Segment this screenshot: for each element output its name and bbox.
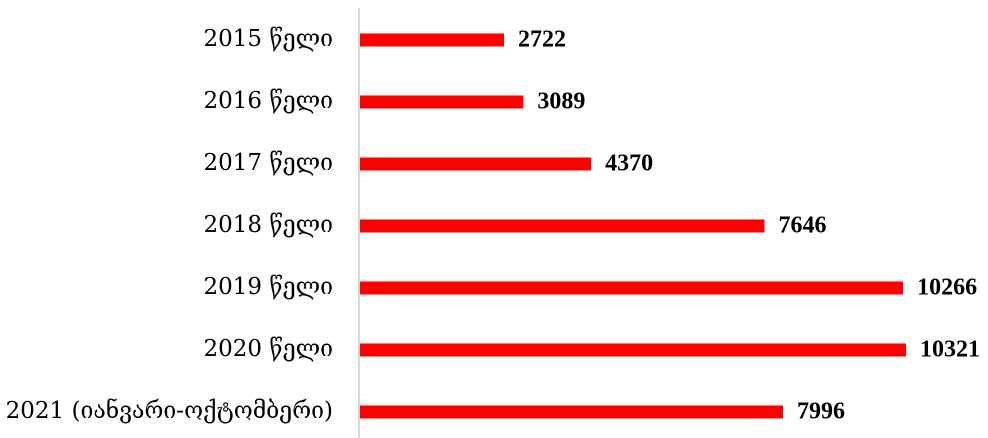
- bar: [360, 405, 784, 419]
- data-label: 10266: [917, 275, 977, 301]
- category-label: 2016 წელი: [203, 88, 333, 114]
- bar: [360, 95, 524, 109]
- bar: [360, 281, 904, 295]
- category-label: 2020 წელი: [203, 336, 333, 362]
- data-label: 4370: [605, 151, 653, 177]
- category-label: 2015 წელი: [203, 26, 333, 52]
- category-label: 2018 წელი: [203, 212, 333, 238]
- bar: [360, 219, 765, 233]
- category-label: 2019 წელი: [203, 274, 333, 300]
- category-labels: 2015 წელი 2016 წელი 2017 წელი 2018 წელი 2019…: [6, 26, 333, 424]
- data-labels: 2722 3089 4370 7646 10266 10321 7996: [518, 27, 980, 425]
- data-label: 3089: [537, 89, 585, 115]
- category-label: 2017 წელი: [203, 150, 333, 176]
- bar: [360, 33, 504, 47]
- data-label: 2722: [518, 27, 566, 53]
- category-label: 2021 (იანვარი-ოქტომბერი): [6, 398, 333, 424]
- bars: [360, 33, 906, 419]
- data-label: 7646: [778, 213, 826, 239]
- data-label: 7996: [797, 399, 845, 425]
- data-label: 10321: [920, 337, 980, 363]
- bar: [360, 157, 592, 171]
- bar: [360, 343, 906, 357]
